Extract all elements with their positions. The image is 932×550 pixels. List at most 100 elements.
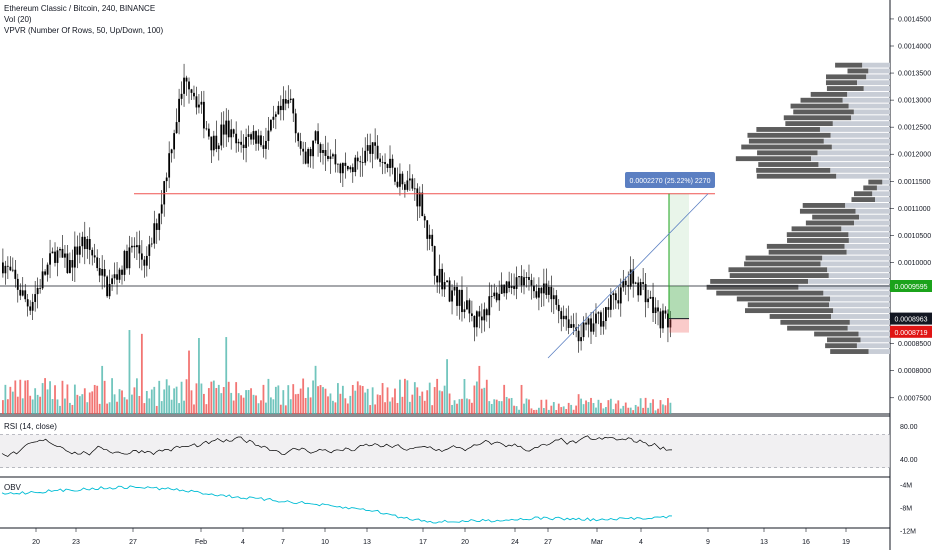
- candle-body: [289, 98, 292, 101]
- volume-bar: [341, 385, 344, 414]
- volume-profile-row-down: [846, 249, 890, 255]
- volume-bar: [461, 398, 463, 414]
- volume-bar: [639, 398, 642, 414]
- candle-body: [490, 296, 493, 297]
- time-tick-label: 10: [321, 539, 329, 546]
- candle-body: [19, 289, 22, 296]
- volume-bar: [73, 384, 76, 414]
- candle-body: [118, 269, 121, 280]
- vol-legend[interactable]: Vol (20): [4, 15, 32, 24]
- rsi-legend[interactable]: RSI (14, close): [4, 422, 57, 431]
- volume-bar: [359, 385, 362, 414]
- candle-body: [279, 105, 282, 111]
- candle-body: [552, 295, 555, 300]
- candle-body: [341, 162, 344, 174]
- price-tick-label: 0.0007500: [898, 395, 931, 402]
- volume-bar: [600, 402, 602, 414]
- rsi-pane: 80.00 40.00: [0, 424, 918, 469]
- obv-tick-label: -4M: [900, 483, 912, 490]
- candle-body: [178, 98, 180, 123]
- volume-bar: [49, 381, 51, 414]
- volume-bar: [131, 394, 133, 414]
- volume-bar: [344, 398, 347, 414]
- candle-body: [614, 293, 617, 301]
- volume-profile-row-down: [874, 197, 890, 203]
- volume-profile-row-down: [830, 132, 890, 138]
- volume-profile-row-up: [706, 284, 799, 290]
- volume-profile-row-up: [786, 232, 849, 238]
- volume-profile-row-down: [866, 74, 890, 80]
- candle-body: [81, 236, 84, 247]
- candle-body: [198, 104, 200, 108]
- candle-body: [441, 268, 444, 290]
- candle-body: [411, 178, 414, 189]
- volume-profile-row-down: [823, 290, 890, 296]
- candle-body: [64, 253, 66, 258]
- symbol-legend[interactable]: Ethereum Classic / Bitcoin, 240, BINANCE: [4, 4, 156, 13]
- volume-bar: [463, 379, 466, 414]
- candle-body: [602, 321, 605, 327]
- volume-profile-row-up: [735, 156, 812, 162]
- volume-bar: [389, 401, 391, 414]
- candle-body: [612, 293, 615, 296]
- candle-body: [292, 98, 295, 114]
- candle-body: [24, 290, 27, 300]
- volume-profile-row-down: [841, 226, 890, 232]
- candle-body: [642, 282, 645, 285]
- price-tick-label: 0.0012000: [898, 152, 931, 159]
- volume-bar: [39, 396, 42, 414]
- vpvr-legend[interactable]: VPVR (Number Of Rows, 50, Up/Down, 100): [4, 26, 164, 35]
- volume-bar: [582, 404, 585, 414]
- time-tick-label: 4: [639, 539, 643, 546]
- obv-legend[interactable]: OBV: [4, 483, 21, 492]
- volume-bar: [624, 402, 627, 414]
- volume-bar: [210, 381, 213, 414]
- candle-body: [649, 296, 652, 299]
- candle-body: [66, 253, 69, 274]
- candle-body: [376, 145, 379, 159]
- volume-bar: [299, 388, 302, 414]
- volume-profile-row-down: [830, 296, 890, 302]
- time-tick-label: 20: [32, 539, 40, 546]
- candle-body: [426, 220, 429, 239]
- volume-bar: [629, 407, 632, 414]
- volume-bar: [530, 408, 533, 414]
- volume-bar: [277, 385, 280, 414]
- candle-body: [577, 330, 580, 342]
- volume-bar: [11, 391, 14, 414]
- candle-body: [133, 245, 136, 248]
- candle-body: [346, 165, 349, 170]
- volume-bar: [433, 387, 436, 414]
- candle-body: [523, 277, 525, 286]
- volume-profile-row-up: [787, 238, 849, 243]
- volume-profile-row-down: [833, 308, 890, 314]
- volume-bar: [153, 386, 156, 414]
- volume-bar: [198, 338, 200, 414]
- candle-body: [562, 315, 565, 320]
- volume-profile-row-down: [848, 238, 890, 243]
- candle-body: [617, 300, 620, 304]
- candle-body: [637, 282, 640, 296]
- candle-body: [205, 128, 208, 130]
- candle-body: [508, 281, 511, 288]
- time-tick-label: 27: [544, 539, 552, 546]
- volume-bar: [498, 401, 501, 414]
- candle-body: [572, 324, 575, 328]
- volume-bar: [354, 390, 357, 414]
- volume-bar: [381, 383, 384, 414]
- rsi-band: [0, 434, 890, 468]
- volume-bar: [619, 408, 622, 414]
- volume-profile-row-up: [863, 185, 877, 191]
- volume-bar: [327, 396, 329, 414]
- candle-body: [270, 119, 272, 131]
- volume-bar: [111, 378, 113, 414]
- candle-body: [408, 178, 411, 181]
- candle-body: [195, 96, 198, 108]
- candle-body: [622, 280, 625, 288]
- volume-profile-row-up: [756, 167, 831, 173]
- volume-profile-row-up: [787, 325, 848, 331]
- volume-bar: [528, 399, 530, 414]
- candle-body: [126, 250, 128, 269]
- candle-body: [230, 129, 233, 138]
